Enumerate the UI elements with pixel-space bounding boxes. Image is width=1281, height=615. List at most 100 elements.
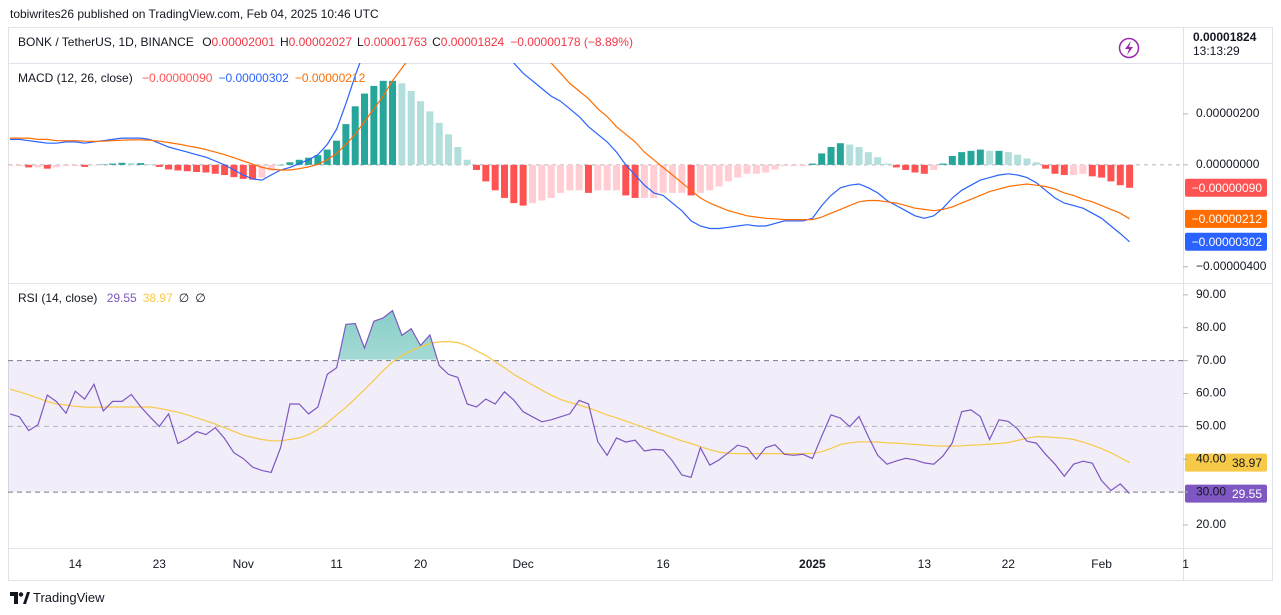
price-badge bbox=[1185, 178, 1267, 197]
histogram-bar bbox=[62, 164, 70, 167]
histogram-bar bbox=[174, 164, 182, 171]
histogram-bar bbox=[426, 111, 434, 165]
histogram-bar bbox=[790, 164, 798, 167]
histogram-bar bbox=[34, 164, 42, 168]
histogram-bar bbox=[864, 152, 872, 165]
rsi-title: RSI (14, close) bbox=[18, 291, 98, 305]
ohlc-value: 0.00001763 bbox=[363, 35, 428, 49]
legend-value: 38.97 bbox=[142, 291, 173, 305]
rsi-legend: RSI (14, close) 29.55 38.97 ∅ ∅ bbox=[18, 291, 206, 305]
histogram-bar bbox=[71, 164, 79, 167]
histogram-bar bbox=[258, 164, 266, 178]
rsi-plot bbox=[9, 309, 1131, 495]
histogram-bar bbox=[967, 150, 975, 165]
histogram-bar bbox=[995, 150, 1003, 165]
histogram-bar bbox=[53, 164, 61, 168]
overbought-fill bbox=[338, 310, 438, 360]
histogram-bar bbox=[286, 162, 294, 165]
legend-value: −0.00000212 bbox=[294, 71, 366, 85]
histogram-bar bbox=[127, 163, 135, 165]
price-badge-label: −0.00000302 bbox=[1192, 235, 1263, 249]
histogram-bar bbox=[109, 163, 117, 165]
alert-icon[interactable] bbox=[1118, 37, 1140, 59]
y-tick-label: 40.00 bbox=[1196, 451, 1226, 465]
histogram-bar bbox=[249, 164, 257, 180]
histogram-bar bbox=[911, 164, 919, 173]
histogram-bar bbox=[612, 164, 620, 191]
histogram-bar bbox=[193, 164, 201, 172]
rsi-background bbox=[8, 360, 1183, 493]
x-tick-label: 23 bbox=[153, 557, 167, 571]
histogram-bar bbox=[584, 164, 592, 193]
histogram-bar bbox=[435, 122, 443, 165]
histogram-bar bbox=[295, 159, 303, 165]
macd-line bbox=[10, 63, 1130, 221]
histogram-bar bbox=[1004, 152, 1012, 165]
ohlc-value: 0.00002001 bbox=[211, 35, 275, 49]
macd-title: MACD (12, 26, close) bbox=[18, 71, 133, 85]
countdown: 13:13:29 bbox=[1193, 44, 1240, 58]
histogram-bar bbox=[519, 164, 527, 206]
x-tick-label: 13 bbox=[918, 557, 932, 571]
histogram-bar bbox=[277, 164, 285, 166]
histogram-bar bbox=[155, 164, 163, 167]
histogram-bar bbox=[930, 164, 938, 170]
x-tick-label: Nov bbox=[233, 557, 254, 571]
x-tick-label: 16 bbox=[656, 557, 670, 571]
histogram-bar bbox=[1079, 164, 1087, 174]
histogram-bar bbox=[696, 164, 704, 193]
y-tick-label: 0.00000200 bbox=[1196, 106, 1260, 120]
histogram-bar bbox=[1042, 164, 1050, 169]
histogram-bar bbox=[622, 164, 630, 196]
histogram-bar bbox=[920, 164, 928, 174]
histogram-bar bbox=[1116, 164, 1124, 186]
histogram-bar bbox=[668, 164, 676, 193]
histogram-bar bbox=[892, 164, 900, 168]
histogram-bar bbox=[351, 106, 359, 165]
histogram-bar bbox=[454, 147, 462, 165]
histogram-bar bbox=[314, 155, 322, 165]
rsi-line bbox=[9, 309, 1131, 495]
price-badge-label: −0.00000212 bbox=[1192, 212, 1263, 226]
histogram-bar bbox=[389, 80, 397, 165]
x-tick-label: 2025 bbox=[799, 557, 826, 571]
histogram-bar bbox=[90, 164, 98, 166]
macd-legend: MACD (12, 26, close) −0.00000090 −0.00000… bbox=[18, 71, 365, 85]
y-tick-label: 60.00 bbox=[1196, 386, 1226, 400]
histogram-bar bbox=[566, 164, 574, 191]
brand: TradingView bbox=[33, 590, 105, 605]
histogram-bar bbox=[491, 164, 499, 191]
histogram-bar bbox=[1107, 164, 1115, 182]
x-tick-label: 20 bbox=[414, 557, 428, 571]
histogram-bar bbox=[631, 164, 639, 198]
histogram-bar bbox=[780, 164, 788, 167]
legend-extra: ∅ bbox=[195, 291, 206, 305]
histogram-bar bbox=[603, 164, 611, 191]
histogram-bar bbox=[379, 80, 387, 165]
price-badge bbox=[1185, 484, 1267, 503]
macd-line bbox=[10, 63, 1130, 243]
histogram-bar bbox=[650, 164, 658, 198]
y-tick-label: 70.00 bbox=[1196, 353, 1226, 367]
ohlc-label: H bbox=[279, 35, 289, 49]
histogram-bar bbox=[221, 164, 229, 176]
symbol: BONK / TetherUS, 1D, BINANCE bbox=[18, 35, 194, 49]
macd-plot bbox=[8, 63, 1183, 243]
footer: TradingView bbox=[10, 590, 105, 605]
ohlc-label: L bbox=[357, 35, 364, 49]
histogram-bar bbox=[323, 149, 331, 165]
histogram-bar bbox=[473, 164, 480, 170]
histogram-bar bbox=[687, 164, 695, 196]
price-change: −0.00000178 (−8.89%) bbox=[510, 35, 633, 49]
ohlc-label: O bbox=[202, 35, 212, 49]
legend-extra: ∅ bbox=[178, 291, 190, 305]
axes: −0.00000090 −0.00000302 −0.00000212 0.00000… bbox=[69, 106, 1267, 571]
histogram-bar bbox=[1126, 164, 1134, 188]
histogram-bar bbox=[743, 164, 751, 174]
histogram-bar bbox=[752, 164, 760, 174]
histogram-bar bbox=[939, 163, 947, 165]
histogram-bar bbox=[1051, 164, 1059, 174]
histogram-bar bbox=[715, 164, 723, 187]
histogram-bar bbox=[146, 164, 154, 165]
